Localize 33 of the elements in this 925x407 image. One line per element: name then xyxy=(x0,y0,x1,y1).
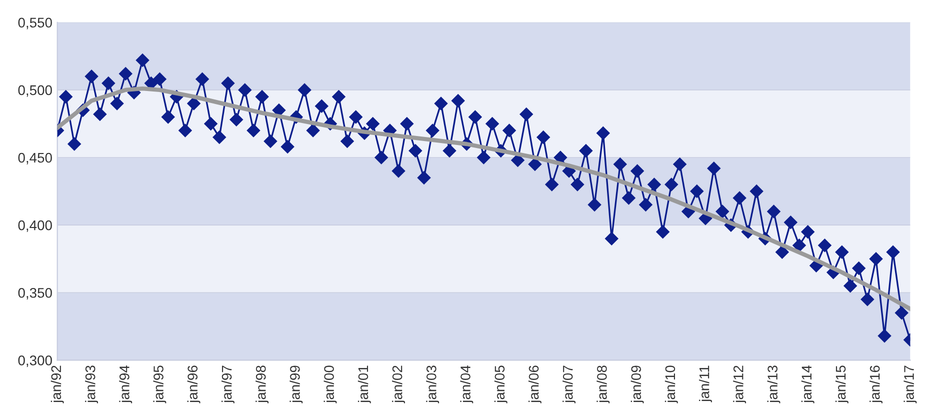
x-tick-label: jan/12 xyxy=(733,366,746,404)
line-series xyxy=(57,86,910,311)
y-tick-label: 0,500 xyxy=(18,85,52,97)
x-tick-label: jan/94 xyxy=(119,365,132,404)
x-tick-label: jan/16 xyxy=(870,366,882,404)
x-tick-label: jan/92 xyxy=(50,366,64,404)
x-tick-label: jan/11 xyxy=(699,366,712,402)
x-tick-label: jan/15 xyxy=(835,366,848,404)
x-tick-label: jan/97 xyxy=(222,366,234,404)
x-tick-label: jan/05 xyxy=(494,366,508,404)
x-tick-label: jan/13 xyxy=(767,366,780,404)
x-tick-label: jan/95 xyxy=(153,366,166,404)
x-tick-label: jan/99 xyxy=(290,366,303,404)
x-tick-label: jan/03 xyxy=(426,366,440,404)
y-tick-label: 0,300 xyxy=(18,356,52,368)
x-tick-label: jan/04 xyxy=(460,365,474,404)
x-tick-label: jan/98 xyxy=(256,366,269,404)
x-tick-label: jan/02 xyxy=(392,366,405,404)
x-tick-label: jan/00 xyxy=(324,366,337,404)
y-tick-label: 0,400 xyxy=(18,220,52,232)
x-tick-label: jan/09 xyxy=(630,366,644,404)
x-tick-label: jan/96 xyxy=(187,366,200,404)
x-tick-label: jan/93 xyxy=(85,366,98,404)
x-tick-label: jan/07 xyxy=(562,366,576,404)
x-tick-label: jan/01 xyxy=(358,366,371,404)
x-tick-label: jan/08 xyxy=(596,366,610,404)
y-tick-label: 0,450 xyxy=(18,152,52,164)
x-tick-label: jan/10 xyxy=(664,366,678,404)
x-tick-label: jan/06 xyxy=(528,366,542,404)
x-tick-label: jan/14 xyxy=(801,365,814,404)
y-tick-label: 0,350 xyxy=(18,288,52,300)
y-tick-label: 0,550 xyxy=(18,18,52,30)
x-tick-label: jan/17 xyxy=(904,366,917,404)
